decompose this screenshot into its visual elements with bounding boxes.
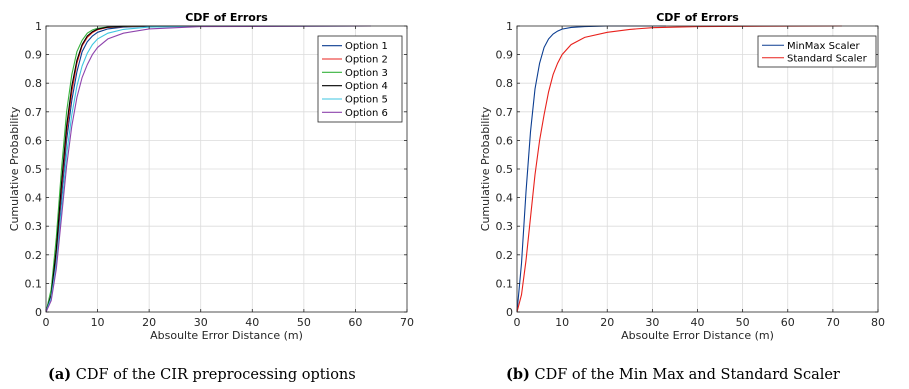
chart-b: 0 10 20 30 40 50 60 70 80 0 0.1 0.2 0.3 0.4 0.5 0.6 0.7 0…: [479, 11, 885, 342]
legend-label-1: MinMax Scaler: [787, 41, 861, 52]
caption-a: (a) CDF of the CIR preprocessing options: [48, 366, 356, 383]
caption-b-label: (b): [506, 366, 530, 383]
legend-label-2: Option 2: [345, 55, 388, 66]
x-tick-label: 80: [871, 316, 885, 329]
legend-label-5: Option 5: [345, 95, 388, 106]
chart-title: CDF of Errors: [656, 11, 739, 24]
y-tick-label: 0.8: [496, 77, 514, 90]
legend-label-6: Option 6: [345, 108, 388, 119]
y-tick-label: 0.2: [25, 249, 43, 262]
chart-a: 0 10 20 30 40 50 60 70 0 0.1 0.2 0.3 0.4 0.5 0.6 0.7 0.8…: [8, 11, 414, 342]
y-tick-label: 0.5: [25, 163, 43, 176]
x-tick-label: 50: [297, 316, 311, 329]
x-tick-label: 50: [736, 316, 750, 329]
y-tick-label: 0: [35, 306, 42, 319]
chart-title: CDF of Errors: [185, 11, 268, 24]
legend-box: [317, 35, 403, 123]
caption-b: (b) CDF of the Min Max and Standard Scal…: [506, 366, 840, 383]
y-tick-label: 0.7: [496, 106, 514, 119]
x-tick-label: 40: [691, 316, 705, 329]
y-tick-label: 0.8: [25, 77, 43, 90]
y-axis-label: Cumulative Probability: [8, 106, 21, 231]
y-tick-label: 0.1: [25, 277, 43, 290]
x-tick-label: 10: [91, 316, 105, 329]
series-line-5: [45, 25, 371, 313]
legend-label-1: Option 1: [345, 41, 388, 52]
series-line-1: [516, 25, 666, 313]
y-tick-label: 0.3: [496, 220, 514, 233]
x-tick-label: 60: [348, 316, 362, 329]
x-axis-label: Absoulte Error Distance (m): [150, 329, 303, 342]
x-tick-label: 60: [781, 316, 795, 329]
x-tick-label: 70: [400, 316, 414, 329]
y-tick-label: 0.5: [496, 163, 514, 176]
legend-label-3: Option 3: [345, 68, 388, 79]
x-tick-label: 20: [600, 316, 614, 329]
y-tick-label: 0.2: [496, 249, 514, 262]
x-tick-label: 10: [555, 316, 569, 329]
y-tick-label: 0.9: [25, 49, 43, 62]
y-axis-label: Cumulative Probability: [479, 106, 492, 231]
y-tick-label: 1: [506, 20, 513, 33]
caption-a-text: CDF of the CIR preprocessing options: [75, 367, 356, 383]
y-tick-label: 0.9: [496, 49, 514, 62]
legend-label-2: Standard Scaler: [787, 53, 868, 64]
y-tick-label: 1: [35, 20, 42, 33]
caption-a-label: (a): [48, 366, 72, 383]
y-tick-label: 0.6: [25, 134, 43, 147]
y-tick-label: 0.4: [25, 192, 43, 205]
x-tick-label: 40: [245, 316, 259, 329]
x-axis-label: Absoulte Error Distance (m): [621, 329, 774, 342]
y-tick-label: 0.7: [25, 106, 43, 119]
x-tick-label: 0: [43, 316, 50, 329]
x-tick-label: 30: [645, 316, 659, 329]
y-tick-label: 0.6: [496, 134, 514, 147]
caption-b-text: CDF of the Min Max and Standard Scaler: [534, 367, 840, 383]
x-tick-label: 0: [514, 316, 521, 329]
x-tick-label: 20: [142, 316, 156, 329]
legend-label-4: Option 4: [345, 81, 388, 92]
series-line-6: [45, 25, 371, 313]
legend-box: [757, 35, 877, 68]
y-tick-label: 0.1: [496, 277, 514, 290]
y-tick-label: 0.3: [25, 220, 43, 233]
y-tick-label: 0.4: [496, 192, 514, 205]
x-tick-label: 30: [194, 316, 208, 329]
y-tick-label: 0: [506, 306, 513, 319]
x-tick-label: 70: [826, 316, 840, 329]
